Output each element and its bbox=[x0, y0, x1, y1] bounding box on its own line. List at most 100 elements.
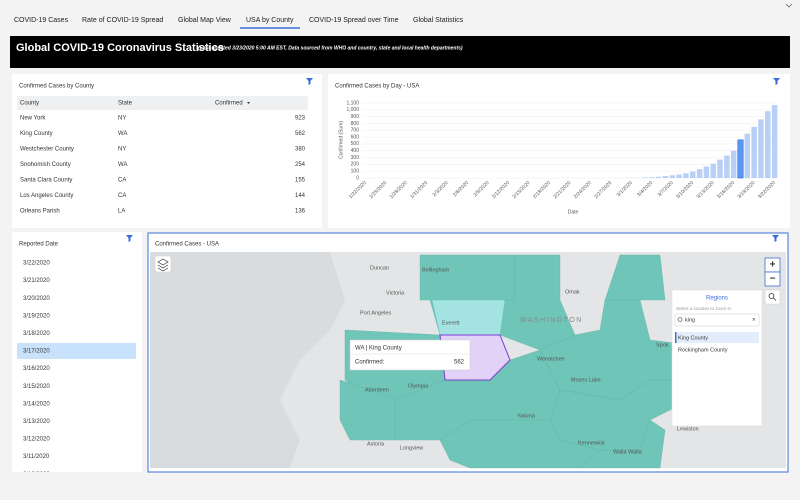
bar[interactable] bbox=[696, 169, 703, 178]
column-header[interactable]: State bbox=[118, 101, 133, 107]
cell: 254 bbox=[295, 162, 306, 168]
date-item[interactable]: 3/22/2020 bbox=[23, 261, 50, 267]
bar[interactable] bbox=[724, 155, 730, 179]
selected-row bbox=[17, 343, 136, 359]
cell: 155 bbox=[295, 178, 306, 184]
tab[interactable]: COVID-19 Spread over Time bbox=[309, 17, 399, 24]
map-label: Olympia bbox=[408, 383, 429, 389]
cell: NY bbox=[118, 116, 126, 122]
tab[interactable]: COVID-19 Cases bbox=[14, 17, 69, 24]
bar[interactable] bbox=[737, 139, 744, 179]
panel-title: Reported Date bbox=[19, 242, 59, 248]
cell: WA bbox=[118, 131, 127, 137]
map-label: Spok bbox=[656, 342, 669, 348]
date-item[interactable]: 3/16/2020 bbox=[23, 366, 50, 372]
cell: Snohomish County bbox=[20, 162, 71, 168]
date-item[interactable]: 3/18/2020 bbox=[23, 331, 50, 337]
map-label: Moses Lake bbox=[571, 377, 601, 383]
panel bbox=[328, 74, 790, 228]
bar[interactable] bbox=[710, 163, 716, 178]
bar[interactable] bbox=[690, 171, 696, 178]
y-tick-label: 600 bbox=[351, 134, 360, 140]
bar[interactable] bbox=[642, 177, 648, 178]
y-tick-label: 1,100 bbox=[346, 100, 359, 106]
date-item[interactable]: 3/12/2020 bbox=[23, 437, 50, 443]
date-item[interactable]: 3/15/2020 bbox=[23, 384, 50, 390]
filter-icon[interactable] bbox=[126, 235, 133, 242]
filter-icon[interactable] bbox=[772, 235, 779, 242]
map-label: Duncan bbox=[370, 265, 389, 271]
date-item[interactable]: 3/19/2020 bbox=[23, 313, 50, 319]
bar[interactable] bbox=[751, 126, 757, 178]
column-header[interactable]: Confirmed bbox=[215, 101, 243, 107]
search-query[interactable]: king bbox=[685, 317, 695, 323]
search-icon bbox=[677, 317, 683, 322]
bar[interactable] bbox=[683, 173, 689, 178]
filter-icon[interactable] bbox=[773, 78, 780, 85]
date-item[interactable]: 3/10/2020 bbox=[23, 472, 50, 478]
panel-title: Confirmed Cases by Day - USA bbox=[335, 84, 419, 90]
date-item[interactable]: 3/21/2020 bbox=[23, 278, 50, 284]
bar[interactable] bbox=[703, 166, 710, 178]
filter-icon[interactable] bbox=[306, 78, 313, 85]
map-label: Longview bbox=[400, 445, 423, 451]
bar[interactable] bbox=[717, 159, 723, 178]
tab[interactable]: Global Statistics bbox=[413, 17, 464, 24]
y-tick-label: 900 bbox=[351, 114, 360, 120]
regions-panel bbox=[671, 289, 763, 427]
search-icon bbox=[773, 297, 777, 301]
map-label: Aberdeen bbox=[365, 387, 389, 393]
cell: 144 bbox=[295, 193, 306, 199]
result-highlight bbox=[675, 332, 759, 343]
cell: LA bbox=[118, 209, 125, 215]
y-tick-label: 700 bbox=[351, 128, 360, 134]
cell: CA bbox=[118, 178, 126, 184]
bar[interactable] bbox=[669, 175, 676, 178]
banner bbox=[10, 36, 790, 68]
cell: Westchester County bbox=[20, 147, 74, 153]
region-result[interactable]: King County bbox=[678, 335, 708, 341]
y-tick-label: 800 bbox=[351, 121, 360, 127]
cell: WA bbox=[118, 162, 127, 168]
y-tick-label: 1,000 bbox=[346, 107, 359, 113]
bar[interactable] bbox=[649, 177, 655, 178]
search-input[interactable] bbox=[674, 313, 760, 327]
tab[interactable]: USA by County bbox=[246, 17, 294, 24]
bar[interactable] bbox=[758, 119, 764, 178]
cell: Orleans Parish bbox=[20, 209, 60, 215]
water bbox=[150, 252, 345, 468]
bar[interactable] bbox=[765, 111, 771, 178]
bar[interactable] bbox=[771, 105, 778, 178]
y-tick-label: 400 bbox=[351, 148, 360, 154]
collapse-icon[interactable] bbox=[785, 3, 793, 8]
column-header[interactable]: County bbox=[20, 101, 39, 107]
map-label: Everett bbox=[442, 320, 460, 326]
county-snohomish bbox=[431, 299, 506, 336]
layers-button[interactable] bbox=[154, 255, 172, 273]
tooltip bbox=[349, 339, 471, 371]
date-item[interactable]: 3/14/2020 bbox=[23, 401, 50, 407]
y-tick-label: 100 bbox=[351, 169, 360, 175]
bar[interactable] bbox=[730, 150, 737, 178]
cell: Santa Clara County bbox=[20, 178, 72, 184]
region-result[interactable]: Rockingham County bbox=[678, 347, 728, 353]
date-item[interactable]: 3/17/2020 bbox=[23, 349, 50, 355]
clear-icon[interactable]: × bbox=[752, 318, 756, 324]
sort-icon[interactable] bbox=[247, 102, 250, 104]
tab[interactable]: Global Map View bbox=[178, 17, 232, 24]
tab[interactable]: Rate of COVID-19 Spread bbox=[82, 17, 163, 24]
date-item[interactable]: 3/13/2020 bbox=[23, 419, 50, 425]
cell: 136 bbox=[295, 209, 306, 215]
zoom-out-button[interactable] bbox=[764, 271, 781, 287]
bar[interactable] bbox=[744, 133, 751, 178]
map-label: Yakima bbox=[517, 413, 536, 419]
map-label: Wenatchee bbox=[537, 356, 565, 362]
bar[interactable] bbox=[676, 174, 682, 178]
date-item[interactable]: 3/20/2020 bbox=[23, 296, 50, 302]
bar[interactable] bbox=[655, 176, 662, 178]
bar[interactable] bbox=[662, 176, 669, 178]
search-button[interactable] bbox=[764, 289, 781, 305]
tooltip-title: WA | King County bbox=[355, 346, 402, 352]
date-item[interactable]: 3/11/2020 bbox=[23, 454, 50, 460]
